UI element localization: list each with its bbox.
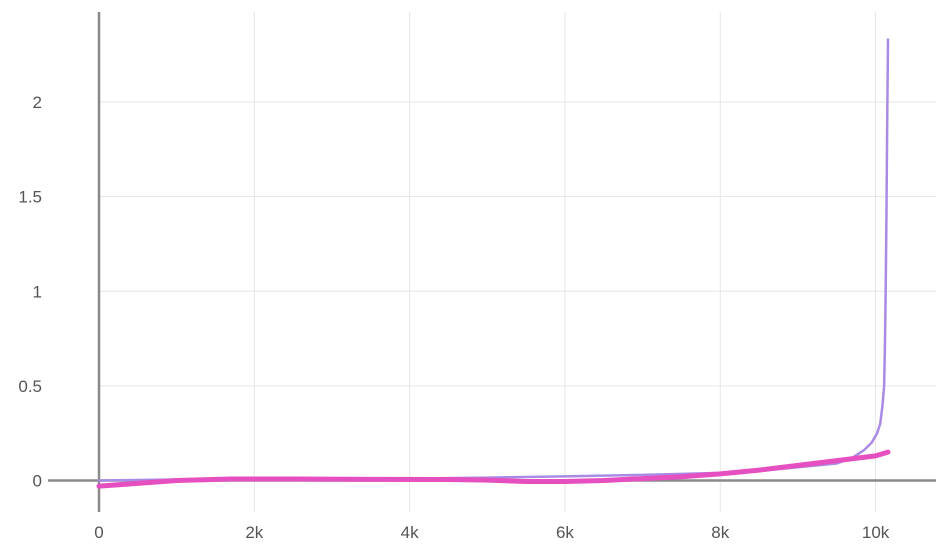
axes: [48, 12, 936, 512]
x-tick-label: 0: [94, 523, 103, 542]
tick-labels: 0 2k 4k 6k 8k 10k 0 0.5 1 1.5 2: [18, 93, 889, 542]
x-tick-label: 6k: [556, 523, 574, 542]
x-tick-label: 8k: [711, 523, 729, 542]
series-lines: [96, 38, 891, 489]
y-tick-label: 0: [33, 472, 42, 491]
x-tick-label: 10k: [862, 523, 890, 542]
y-tick-label: 2: [33, 93, 42, 112]
x-tick-label: 4k: [401, 523, 419, 542]
series-line-1: [97, 38, 890, 482]
y-tick-label: 1: [33, 282, 42, 301]
y-tick-label: 0.5: [18, 377, 42, 396]
y-tick-label: 1.5: [18, 188, 42, 207]
series-line-2: [96, 449, 891, 489]
x-tick-label: 2k: [245, 523, 263, 542]
grid: [99, 12, 936, 512]
